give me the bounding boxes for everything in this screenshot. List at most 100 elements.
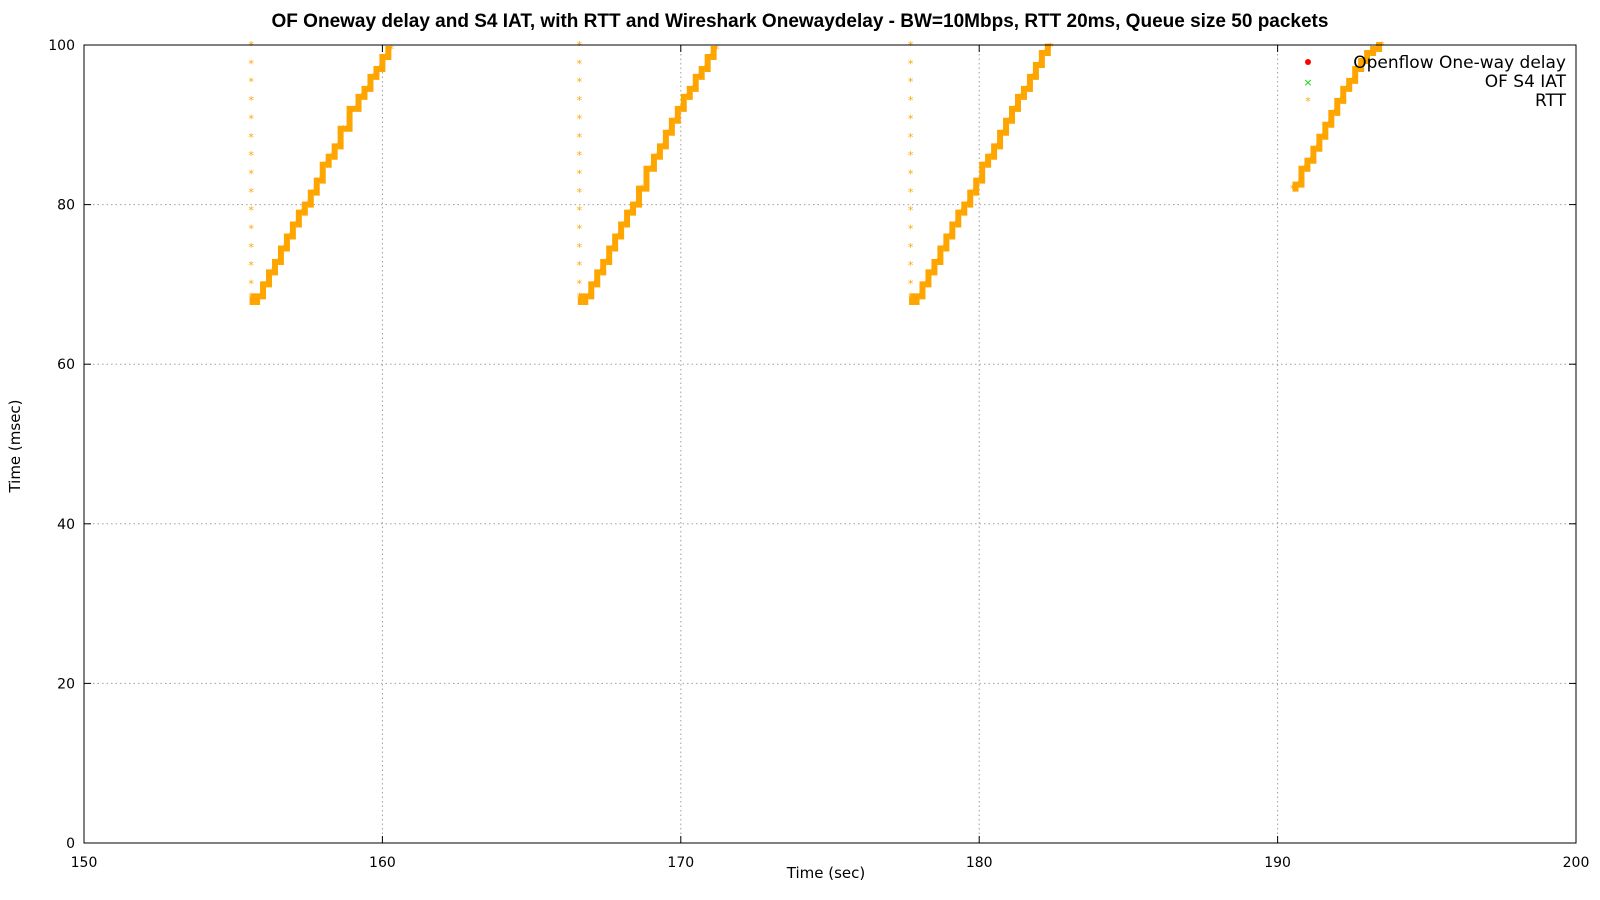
rtt-trail-segment [955, 209, 962, 228]
rtt-trail-segment [925, 269, 932, 288]
legend-label-openflow-one-way-delay: Openflow One-way delay [1353, 53, 1566, 73]
rtt-trail-segment [582, 293, 589, 305]
rtt-trail-segment [343, 105, 356, 132]
data-point: * [908, 76, 914, 89]
data-point: * [908, 94, 914, 107]
rtt-trail-segment [266, 269, 273, 288]
rtt-trail-segment [355, 93, 362, 112]
rtt-trail-segment [1316, 133, 1323, 152]
legend-entry-openflow-one-way-delay: Openflow One-way delay [1305, 53, 1566, 73]
rtt-trail-segment [249, 293, 256, 305]
data-point: * [248, 186, 254, 199]
rtt-trail-segment [307, 189, 314, 208]
legend-marker-iat-cross: × [1303, 76, 1312, 89]
plot-frame [83, 44, 1577, 844]
data-point: * [577, 94, 583, 107]
data-point: * [577, 186, 583, 199]
rtt-trail-segment [1014, 93, 1021, 112]
data-point: * [908, 186, 914, 199]
x-tick-label: 180 [966, 855, 993, 871]
legend-entry-of-s4-iat: × OF S4 IAT [1303, 72, 1566, 92]
data-point: * [577, 149, 583, 162]
rtt-trail-segment [289, 221, 296, 240]
legend-entry-rtt: * RTT [1305, 91, 1566, 111]
data-point: * [908, 204, 914, 217]
rtt-trail-segment [686, 85, 693, 100]
data-point: * [908, 149, 914, 162]
rtt-trail-segment [680, 93, 687, 112]
rtt-trail-segment [662, 129, 669, 150]
rtt-trail-segment [1328, 109, 1335, 128]
rtt-trail-segment [1304, 157, 1311, 172]
data-point: * [1048, 41, 1054, 54]
legend-label-rtt: RTT [1535, 91, 1567, 111]
rtt-trail-segment [1026, 73, 1033, 92]
legend-marker-openflow-dot [1305, 59, 1311, 65]
rtt-trail-segment [1044, 43, 1051, 56]
rtt-trail-segment [1038, 49, 1045, 68]
rtt-trail-segment [600, 259, 607, 276]
data-point: * [248, 278, 254, 291]
x-tick-label: 150 [71, 855, 98, 871]
rtt-trail-segment [1346, 77, 1353, 92]
data-point: * [577, 57, 583, 70]
rtt-trail-segment [319, 161, 326, 184]
rtt-trail-segment [931, 259, 938, 276]
rtt-trail-segment [991, 143, 998, 160]
rtt-trail-segment [698, 65, 705, 80]
data-point: * [908, 131, 914, 144]
y-tick-label: 100 [48, 38, 75, 54]
data-point: * [389, 43, 395, 56]
rtt-trail-segment [624, 209, 631, 228]
rtt-trail-segment [949, 221, 956, 240]
data-point: * [577, 76, 583, 89]
x-axis-title: Time (sec) [786, 864, 865, 882]
y-tick-label: 0 [66, 836, 75, 852]
rtt-trail-segment [594, 269, 601, 288]
data-point: * [908, 241, 914, 254]
x-tick-label: 190 [1264, 855, 1291, 871]
rtt-trail-segment [909, 293, 916, 305]
rtt-trail-segment [967, 189, 974, 208]
rtt-trail-segment [588, 281, 595, 300]
data-point: * [908, 223, 914, 236]
data-point: * [248, 112, 254, 125]
rtt-trail-segment [379, 53, 386, 72]
rtt-trail-segment [1358, 57, 1365, 72]
data-point: * [908, 57, 914, 70]
legend-label-of-s4-iat: OF S4 IAT [1485, 72, 1567, 92]
rtt-trail-segment [313, 177, 320, 196]
x-tick-label: 160 [369, 855, 396, 871]
data-point: * [248, 223, 254, 236]
rtt-trail-segment [1310, 145, 1317, 164]
rtt-trail-segment [1352, 65, 1359, 84]
rtt-trail-segment [630, 201, 637, 216]
rtt-trail-segment [606, 245, 613, 266]
data-point: * [714, 43, 720, 56]
rtt-trail-segment [1340, 85, 1347, 104]
rtt-trail-segment [919, 281, 926, 300]
y-tick-label: 20 [57, 676, 75, 692]
rtt-trail-segment [361, 85, 368, 100]
rtt-trail-segment [367, 73, 374, 92]
rtt-trail-segment [1032, 61, 1039, 80]
data-point: * [577, 112, 583, 125]
rtt-trail-segment [650, 153, 657, 172]
rtt-trail-segment [668, 117, 675, 136]
rtt-trail-segment [710, 45, 717, 60]
rtt-trail-segment [997, 129, 1004, 150]
rtt-trail-segment [260, 281, 267, 300]
rtt-trail-segment [937, 245, 944, 266]
rtt-trail-segment [337, 125, 344, 150]
rtt-trail-segment [642, 165, 651, 192]
x-tick-label: 200 [1563, 855, 1590, 871]
legend: Openflow One-way delay × OF S4 IAT * RTT [1303, 53, 1566, 111]
chart-title: OF Oneway delay and S4 IAT, with RTT and… [272, 11, 1329, 32]
rtt-trail-segment [1298, 165, 1305, 188]
data-point: * [908, 259, 914, 272]
data-point: * [248, 131, 254, 144]
rtt-trail-segment [961, 201, 968, 216]
y-tick-label: 60 [57, 357, 75, 373]
